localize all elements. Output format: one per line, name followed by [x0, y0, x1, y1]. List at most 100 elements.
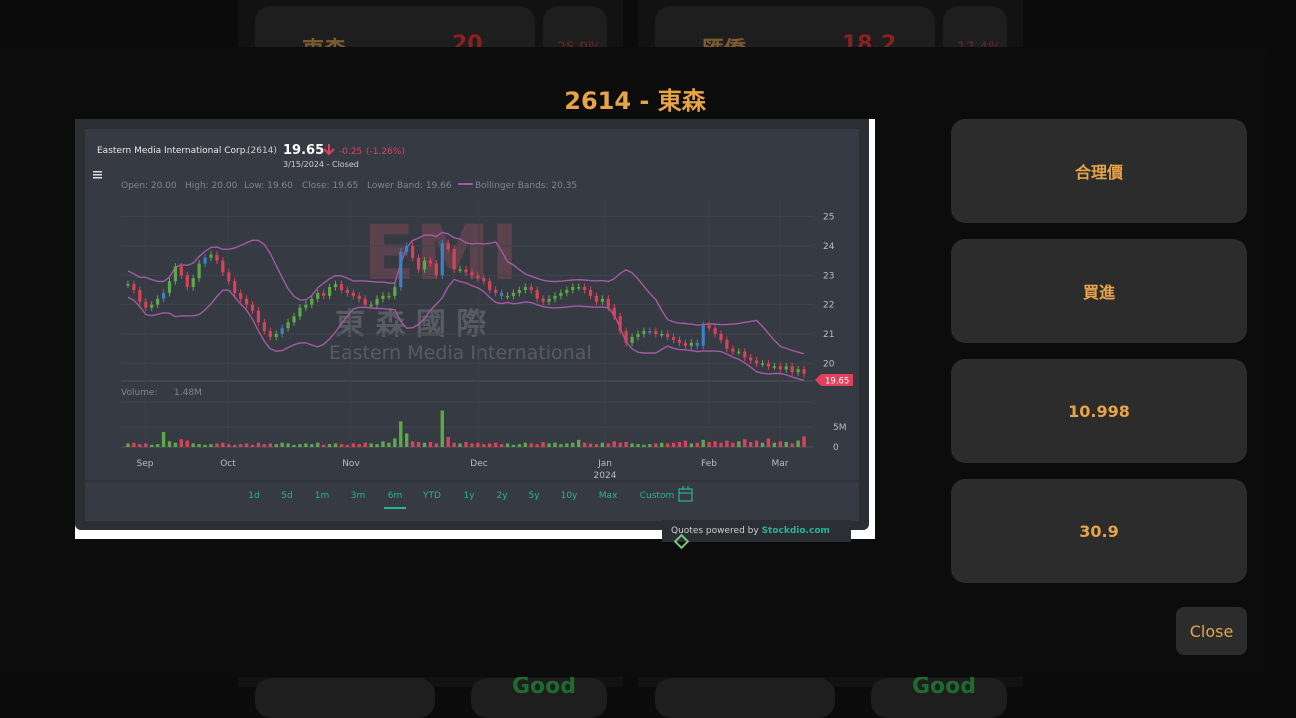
volume-bar	[333, 443, 338, 447]
lower-band-value: Lower Band: 19.66	[367, 181, 452, 191]
candle	[695, 339, 699, 350]
volume-bar	[304, 443, 308, 447]
volume-bar	[357, 444, 361, 447]
powered-brand[interactable]: Stockdio.com	[761, 526, 830, 536]
fair-price-button[interactable]: 合理價	[951, 119, 1247, 223]
volume-bar	[713, 441, 717, 447]
candle	[482, 274, 486, 285]
candle	[310, 295, 314, 309]
volume-bar	[743, 439, 747, 447]
candle	[559, 289, 563, 300]
range-option-ytd[interactable]: YTD	[422, 491, 441, 501]
candle	[393, 283, 397, 300]
x-tick-label: Dec	[470, 459, 487, 469]
y-tick-label: 21	[823, 330, 834, 340]
volume-bar	[654, 443, 658, 447]
range-option-3m[interactable]: 3m	[351, 491, 366, 501]
volume-bar	[244, 443, 249, 447]
volume-bar	[582, 442, 587, 447]
range-option-max[interactable]: Max	[599, 491, 618, 501]
volume-bar	[576, 439, 581, 447]
volume-bar	[149, 444, 154, 447]
candle	[565, 286, 569, 297]
volume-bar	[238, 444, 243, 447]
volume-bar	[529, 443, 533, 447]
quotes-powered-by[interactable]: Quotes powered by Stockdio.com	[662, 520, 851, 550]
volume-bar	[476, 442, 480, 447]
candle	[600, 295, 604, 306]
close-button[interactable]: Close	[1176, 607, 1247, 655]
range-option-custom[interactable]: Custom	[640, 491, 674, 501]
candle	[618, 312, 622, 335]
stockdio-logo-icon	[673, 533, 690, 550]
volume-bar	[683, 440, 688, 447]
volume-bar	[737, 441, 741, 447]
background-bottom-card-3[interactable]	[655, 678, 835, 718]
modal-title: 2614 - 東森	[564, 87, 706, 115]
volume-bar	[541, 442, 545, 447]
volume-bar	[185, 440, 189, 447]
volume-bar	[624, 442, 628, 447]
watermark-logo: EMI 東 森 國 際 Eastern Media International	[329, 208, 592, 364]
candle	[316, 289, 320, 303]
stock-code: (2614)	[247, 146, 277, 156]
bollinger-bands-value: Bollinger Bands: 20.35	[475, 181, 577, 191]
volume-bar	[381, 441, 385, 447]
candle	[790, 362, 794, 376]
candle	[381, 292, 385, 303]
volume-bar	[665, 443, 670, 447]
volume-bar	[648, 444, 652, 447]
y-tick-label: 24	[823, 242, 835, 252]
value-button-2[interactable]: 30.9	[951, 479, 1247, 583]
volume-bar	[227, 444, 231, 447]
candle	[707, 321, 711, 332]
stock-detail-modal: 2614 - 東森 Eastern Media International Co…	[0, 47, 1270, 677]
current-price: 19.65	[283, 143, 324, 158]
volume-bar	[452, 442, 456, 447]
value-button-1[interactable]: 10.998	[951, 359, 1247, 463]
volume-bar	[404, 433, 409, 447]
candle	[357, 292, 361, 303]
range-option-2y[interactable]: 2y	[496, 491, 508, 501]
calendar-icon[interactable]	[678, 486, 693, 502]
background-bottom-card-1[interactable]	[255, 678, 435, 718]
volume-bar	[470, 443, 474, 447]
candle	[642, 327, 646, 338]
chart-menu-icon[interactable]	[93, 171, 102, 179]
range-option-10y[interactable]: 10y	[561, 491, 578, 501]
bollinger-lower-line	[127, 278, 805, 381]
buy-button[interactable]: 買進	[951, 239, 1247, 343]
volume-bar	[209, 444, 213, 447]
volume-bar	[606, 443, 611, 447]
candle	[399, 248, 403, 291]
candle	[244, 295, 249, 309]
candle	[209, 251, 213, 262]
candle	[233, 277, 237, 297]
range-option-1m[interactable]: 1m	[315, 491, 330, 501]
volume-bar	[707, 442, 711, 447]
candle	[292, 312, 296, 326]
volume-bar	[434, 443, 439, 447]
candle	[784, 362, 788, 373]
volume-label: Volume:	[121, 388, 158, 398]
candle	[446, 239, 450, 253]
stock-chart[interactable]: Eastern Media International Corp. (2614)…	[85, 129, 859, 521]
range-option-5d[interactable]: 5d	[281, 491, 292, 501]
volume-bar	[161, 432, 166, 447]
candle	[488, 277, 492, 294]
volume-bar	[630, 443, 634, 447]
range-option-6m[interactable]: 6m	[388, 491, 403, 501]
volume-bar	[215, 443, 219, 447]
volume-bar	[126, 443, 130, 447]
y-tick-label: 20	[823, 359, 835, 369]
candle	[505, 292, 510, 300]
volume-bar	[482, 444, 486, 447]
x-tick-label: Oct	[220, 459, 236, 469]
range-option-1d[interactable]: 1d	[248, 491, 259, 501]
range-option-1y[interactable]: 1y	[463, 491, 475, 501]
candle	[778, 362, 782, 373]
volume-bar	[416, 442, 421, 447]
candle	[476, 271, 480, 282]
y-tick-label: 22	[823, 301, 834, 311]
range-option-5y[interactable]: 5y	[528, 491, 540, 501]
